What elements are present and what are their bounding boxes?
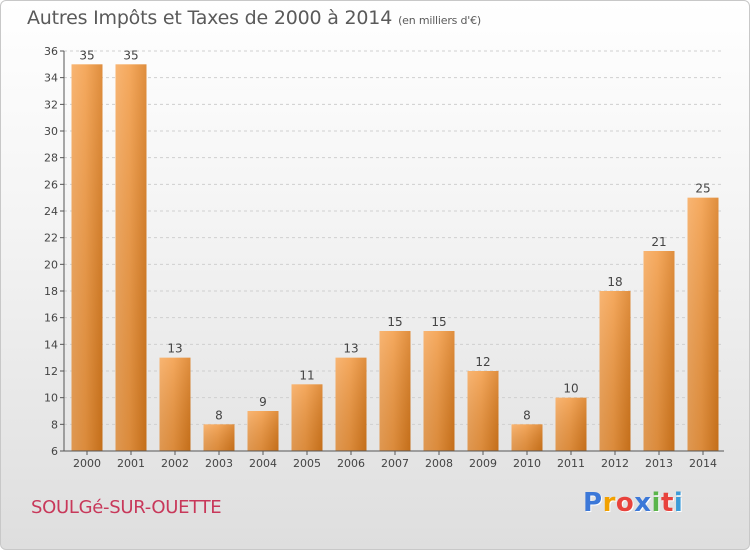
x-tick-label: 2007 bbox=[381, 457, 409, 470]
bar-shade bbox=[687, 197, 719, 451]
bar-shade bbox=[159, 357, 191, 451]
data-label: 8 bbox=[523, 408, 531, 422]
y-tick-label: 28 bbox=[44, 152, 58, 165]
data-label: 15 bbox=[387, 315, 402, 329]
bar-layer: 35 35 13 8 9 11 13 15 15 12 8 10 18 21 25 bbox=[71, 48, 719, 452]
logo-letter: t bbox=[660, 488, 674, 518]
x-tick-label: 2005 bbox=[293, 457, 321, 470]
y-tick-label: 10 bbox=[44, 392, 58, 405]
bar-shade bbox=[71, 64, 103, 452]
logo-letter: i bbox=[673, 488, 684, 518]
x-tick-label: 2012 bbox=[601, 457, 629, 470]
x-tick-label: 2000 bbox=[73, 457, 101, 470]
x-tick-label: 2004 bbox=[249, 457, 277, 470]
data-label: 10 bbox=[563, 382, 578, 396]
chart-title-text: Autres Impôts et Taxes de 2000 à 2014 bbox=[27, 7, 393, 29]
y-tick-label: 16 bbox=[44, 312, 58, 325]
bar-shade bbox=[643, 251, 675, 451]
y-tick-label: 20 bbox=[44, 258, 58, 271]
y-tick-label: 30 bbox=[44, 125, 58, 138]
bar-shade bbox=[335, 357, 367, 451]
x-tick-label: 2002 bbox=[161, 457, 189, 470]
bar-shade bbox=[247, 411, 279, 451]
chart-unit: (en milliers d'€) bbox=[398, 14, 481, 27]
data-label: 12 bbox=[475, 355, 490, 369]
data-label: 13 bbox=[167, 342, 182, 356]
y-tick-label: 14 bbox=[44, 338, 58, 351]
logo-letter: o bbox=[615, 488, 635, 518]
data-label: 9 bbox=[259, 395, 267, 409]
data-label: 35 bbox=[123, 48, 138, 62]
logo-letter: P bbox=[583, 488, 603, 518]
x-tick-label: 2008 bbox=[425, 457, 453, 470]
x-tick-label: 2014 bbox=[689, 457, 717, 470]
bar-shade bbox=[555, 397, 587, 451]
chart-title: Autres Impôts et Taxes de 2000 à 2014 (en… bbox=[27, 7, 481, 29]
x-tick-label: 2011 bbox=[557, 457, 585, 470]
y-tick-label: 34 bbox=[44, 72, 58, 85]
bar-shade bbox=[379, 331, 411, 451]
logo-letter: x bbox=[634, 488, 652, 518]
data-label: 8 bbox=[215, 408, 223, 422]
y-tick-label: 26 bbox=[44, 178, 58, 191]
data-label: 11 bbox=[299, 368, 314, 382]
proxiti-logo: Proxiti bbox=[583, 488, 683, 518]
y-tick-label: 12 bbox=[44, 365, 58, 378]
y-tick-label: 32 bbox=[44, 98, 58, 111]
y-tick-label: 36 bbox=[44, 45, 58, 58]
x-tick-label: 2001 bbox=[117, 457, 145, 470]
data-label: 25 bbox=[695, 182, 710, 196]
x-tick-label: 2003 bbox=[205, 457, 233, 470]
x-tick-label: 2006 bbox=[337, 457, 365, 470]
x-tick-label: 2013 bbox=[645, 457, 673, 470]
logo-letter: i bbox=[651, 488, 661, 518]
bar-shade bbox=[511, 424, 543, 451]
bar-shade bbox=[599, 291, 631, 451]
city-name: SOULGé-SUR-OUETTE bbox=[31, 497, 222, 518]
bar-shade bbox=[291, 384, 323, 451]
y-tick-label: 8 bbox=[51, 418, 58, 431]
x-tick-label: 2009 bbox=[469, 457, 497, 470]
bar-shade bbox=[467, 371, 499, 451]
y-tick-label: 18 bbox=[44, 285, 58, 298]
axis-layer: 6 8 10 12 14 16 18 20 22 24 26 28 30 32 34 36 2000 2001 20… bbox=[44, 45, 724, 470]
logo-letter: r bbox=[602, 488, 616, 518]
bar-shade bbox=[203, 424, 235, 451]
data-label: 21 bbox=[651, 235, 666, 249]
bar-shade bbox=[115, 64, 147, 452]
y-tick-label: 6 bbox=[51, 445, 58, 458]
data-label: 13 bbox=[343, 342, 358, 356]
data-label: 15 bbox=[431, 315, 446, 329]
y-tick-label: 24 bbox=[44, 205, 58, 218]
x-tick-label: 2010 bbox=[513, 457, 541, 470]
y-tick-label: 22 bbox=[44, 232, 58, 245]
data-label: 18 bbox=[607, 275, 622, 289]
data-label: 35 bbox=[79, 48, 94, 62]
bar-shade bbox=[423, 331, 455, 451]
